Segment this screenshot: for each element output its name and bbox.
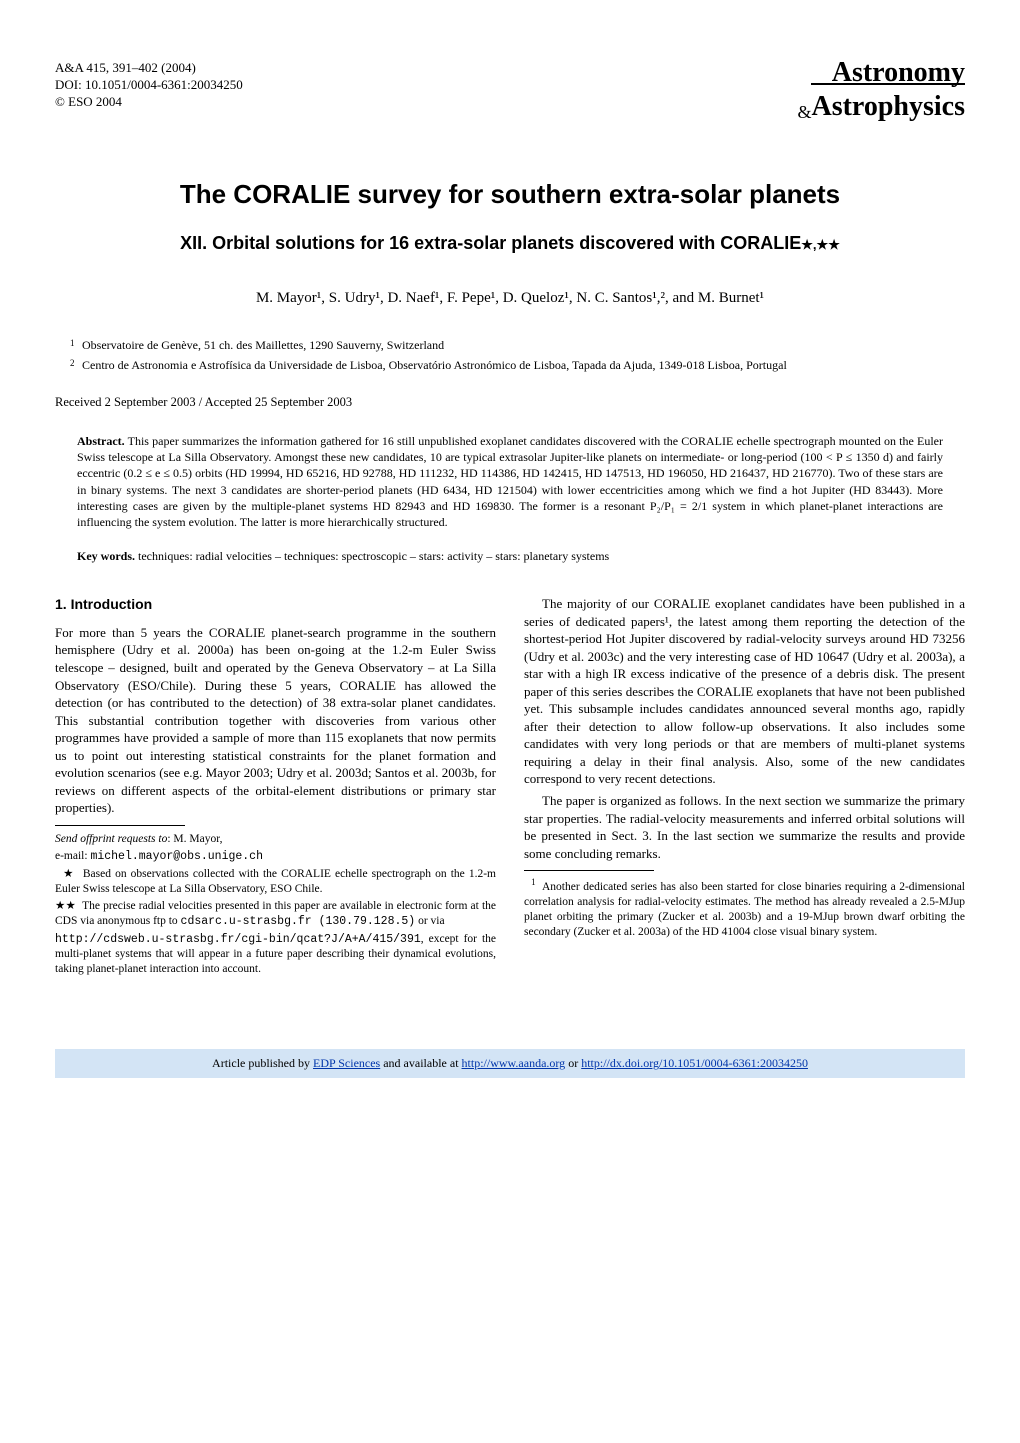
offprint-line: Send offprint requests to: M. Mayor, bbox=[55, 832, 496, 847]
footnote-star-2b: http://cdsweb.u-strasbg.fr/cgi-bin/qcat?… bbox=[55, 932, 496, 978]
subtitle-text: XII. Orbital solutions for 16 extra-sola… bbox=[180, 233, 801, 253]
body-paragraph: For more than 5 years the CORALIE planet… bbox=[55, 624, 496, 817]
affiliation-text: Centro de Astronomia e Astrofísica da Un… bbox=[82, 357, 787, 374]
email-address: michel.mayor@obs.unige.ch bbox=[90, 850, 263, 863]
star2-code-1: cdsarc.u-strasbg.fr (130.79.128.5) bbox=[181, 915, 416, 928]
keywords-label: Key words. bbox=[77, 549, 135, 563]
footnote-1-text: Another dedicated series has also been s… bbox=[524, 881, 965, 938]
footnote-rule bbox=[524, 870, 654, 871]
keywords-block: Key words. techniques: radial velocities… bbox=[77, 548, 943, 565]
footnote-star-1: ★ Based on observations collected with t… bbox=[55, 867, 496, 897]
abstract-label: Abstract. bbox=[77, 434, 125, 448]
star-mark: ★ bbox=[63, 868, 75, 880]
offprint-label: Send offprint requests to bbox=[55, 833, 167, 845]
right-column: The majority of our CORALIE exoplanet ca… bbox=[524, 595, 965, 979]
left-column: 1. Introduction For more than 5 years th… bbox=[55, 595, 496, 979]
copyright: © ESO 2004 bbox=[55, 94, 243, 111]
received-accepted: Received 2 September 2003 / Accepted 25 … bbox=[55, 394, 965, 412]
section-heading: 1. Introduction bbox=[55, 595, 496, 614]
bottom-mid-1: and available at bbox=[380, 1056, 461, 1070]
affiliation-item: 1 Observatoire de Genève, 51 ch. des Mai… bbox=[70, 337, 965, 354]
journal-site-link[interactable]: http://www.aanda.org bbox=[462, 1056, 566, 1070]
journal-meta: A&A 415, 391–402 (2004) DOI: 10.1051/000… bbox=[55, 60, 243, 111]
affiliation-item: 2 Centro de Astronomia e Astrofísica da … bbox=[70, 357, 965, 374]
publisher-link[interactable]: EDP Sciences bbox=[313, 1056, 380, 1070]
paper-subtitle: XII. Orbital solutions for 16 extra-sola… bbox=[55, 231, 965, 256]
star2-code-2: http://cdsweb.u-strasbg.fr/cgi-bin/qcat?… bbox=[55, 933, 421, 946]
affiliations: 1 Observatoire de Genève, 51 ch. des Mai… bbox=[70, 337, 965, 374]
affiliation-text: Observatoire de Genève, 51 ch. des Maill… bbox=[82, 337, 444, 354]
brand-line-1: Astronomy bbox=[797, 60, 965, 85]
footnote-1: 1 Another dedicated series has also been… bbox=[524, 877, 965, 940]
keywords-text: techniques: radial velocities – techniqu… bbox=[138, 549, 609, 563]
bottom-publication-bar: Article published by EDP Sciences and av… bbox=[55, 1049, 965, 1078]
header-row: A&A 415, 391–402 (2004) DOI: 10.1051/000… bbox=[55, 60, 965, 126]
footnote-block-left: Send offprint requests to: M. Mayor, e-m… bbox=[55, 832, 496, 977]
brand-line-2: Astrophysics bbox=[811, 83, 965, 126]
abstract-text: This paper summarizes the information ga… bbox=[77, 434, 943, 529]
footnote-number: 1 bbox=[531, 877, 536, 887]
body-paragraph: The paper is organized as follows. In th… bbox=[524, 792, 965, 862]
journal-reference: A&A 415, 391–402 (2004) bbox=[55, 60, 243, 77]
doi-link[interactable]: http://dx.doi.org/10.1051/0004-6361:2003… bbox=[581, 1056, 808, 1070]
brand-ampersand: & bbox=[797, 100, 811, 125]
email-line: e-mail: michel.mayor@obs.unige.ch bbox=[55, 849, 496, 865]
affiliation-number: 2 bbox=[70, 357, 82, 374]
brand-line-2-wrap: &Astrophysics bbox=[797, 85, 965, 126]
doi: DOI: 10.1051/0004-6361:20034250 bbox=[55, 77, 243, 94]
email-label: e-mail: bbox=[55, 850, 90, 862]
subtitle-stars: ★,★★ bbox=[801, 237, 840, 252]
footnote-rule bbox=[55, 825, 185, 826]
footnote-block-right: 1 Another dedicated series has also been… bbox=[524, 877, 965, 940]
bottom-mid-2: or bbox=[565, 1056, 581, 1070]
abstract-block: Abstract. This paper summarizes the info… bbox=[77, 433, 943, 530]
star2-text-b: or via bbox=[415, 915, 444, 927]
bottom-prefix: Article published by bbox=[212, 1056, 313, 1070]
affiliation-number: 1 bbox=[70, 337, 82, 354]
two-column-body: 1. Introduction For more than 5 years th… bbox=[55, 595, 965, 979]
offprint-name: : M. Mayor, bbox=[167, 833, 222, 845]
paper-title: The CORALIE survey for southern extra-so… bbox=[55, 176, 965, 212]
star1-text: Based on observations collected with the… bbox=[55, 868, 496, 895]
body-paragraph: The majority of our CORALIE exoplanet ca… bbox=[524, 595, 965, 788]
journal-brand: Astronomy &Astrophysics bbox=[797, 60, 965, 126]
authors-line: M. Mayor¹, S. Udry¹, D. Naef¹, F. Pepe¹,… bbox=[55, 288, 965, 309]
footnote-star-2: ★★ The precise radial velocities present… bbox=[55, 899, 496, 930]
star-mark-2: ★★ bbox=[55, 900, 76, 912]
